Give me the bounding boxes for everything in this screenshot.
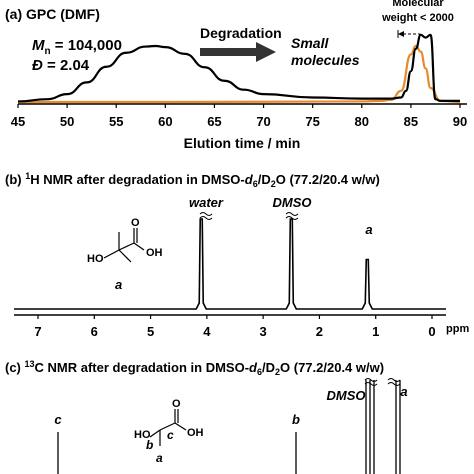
- peak-label-a-h: a: [365, 222, 372, 237]
- gpc-tick-label: 45: [11, 114, 25, 129]
- h-nmr-plot-area: [14, 218, 446, 310]
- mol-c-oh: OH: [187, 427, 204, 439]
- h-nmr-tick-label: 6: [91, 324, 98, 339]
- h-nmr-tick-label: 1: [372, 324, 379, 339]
- degradation-label: Degradation: [200, 25, 282, 41]
- small-molecules-label-2: molecules: [291, 52, 360, 68]
- mw-label-2: weight < 2000: [381, 12, 454, 24]
- h-nmr-tick-label: 3: [260, 324, 267, 339]
- h-nmr-tick-label: 5: [147, 324, 154, 339]
- peak-label-water: water: [189, 195, 224, 210]
- gpc-tick-label: 75: [305, 114, 319, 129]
- mol-c-a: a: [156, 451, 163, 465]
- gpc-tick-label: 50: [60, 114, 74, 129]
- h-nmr-tick-label: 2: [316, 324, 323, 339]
- degradation-arrow: [200, 42, 276, 62]
- mol-b-a: a: [115, 277, 122, 292]
- panel-a-title: (a) GPC (DMF): [5, 6, 100, 22]
- mol-b-o: O: [131, 217, 140, 229]
- gpc-plot-area: [17, 33, 461, 104]
- axis-break-marks-c: [364, 378, 401, 386]
- c-nmr-plot-area: [57, 380, 401, 474]
- h-nmr-tick-label: 0: [428, 324, 435, 339]
- small-molecules-label-1: Small: [291, 35, 329, 51]
- mw-bracket-arrow: [397, 30, 420, 38]
- axis-break-marks-h: [199, 212, 299, 220]
- mol-c-ho: HO: [134, 429, 151, 441]
- peak-label-b-c: b: [292, 412, 300, 427]
- lactic-acid-structure-c: [149, 409, 187, 446]
- peak-label-dmso-c: DMSO: [327, 388, 366, 403]
- gpc-tick-label: 85: [404, 114, 418, 129]
- gpc-tick-label: 65: [207, 114, 221, 129]
- h-nmr-tick-label: 4: [203, 324, 211, 339]
- peak-label-dmso-h: DMSO: [273, 195, 312, 210]
- h-nmr-unit: ppm: [446, 323, 469, 335]
- gpc-tick-label: 60: [158, 114, 172, 129]
- mol-c-b: b: [146, 438, 153, 452]
- gpc-x-label: Elution time / min: [184, 135, 301, 151]
- gpc-tick-label: 70: [256, 114, 270, 129]
- dispersity-label: Đ = 2.04: [32, 57, 90, 74]
- mol-b-ho: HO: [87, 253, 104, 265]
- gpc-series-orange: [18, 44, 461, 104]
- peak-label-a-c: a: [400, 384, 407, 399]
- peak-label-c-c: c: [54, 412, 62, 427]
- gpc-x-ticks: 45 50 55 60 65 70 75 80 85 90: [11, 104, 467, 129]
- panel-b-title: (b) 1H NMR after degradation in DMSO-d6/…: [5, 171, 380, 189]
- h-nmr-spectrum: [14, 218, 446, 310]
- gpc-series-black: [17, 33, 460, 103]
- gpc-tick-label: 55: [109, 114, 123, 129]
- mol-b-oh: OH: [146, 247, 163, 259]
- mol-c-o: O: [172, 398, 181, 410]
- gpc-tick-label: 80: [355, 114, 369, 129]
- lactic-acid-structure-b: [103, 228, 145, 263]
- mol-c-c: c: [167, 428, 174, 442]
- mn-label: Mn = 104,000: [32, 37, 122, 57]
- panel-c-title: (c) 13C NMR after degradation in DMSO-d6…: [5, 359, 384, 377]
- h-nmr-tick-label: 7: [34, 324, 41, 339]
- gpc-tick-label: 90: [453, 114, 467, 129]
- mw-label-1: Molecular: [392, 0, 444, 9]
- h-nmr-x-ticks: 7 6 5 4 3 2 1 0: [34, 315, 436, 339]
